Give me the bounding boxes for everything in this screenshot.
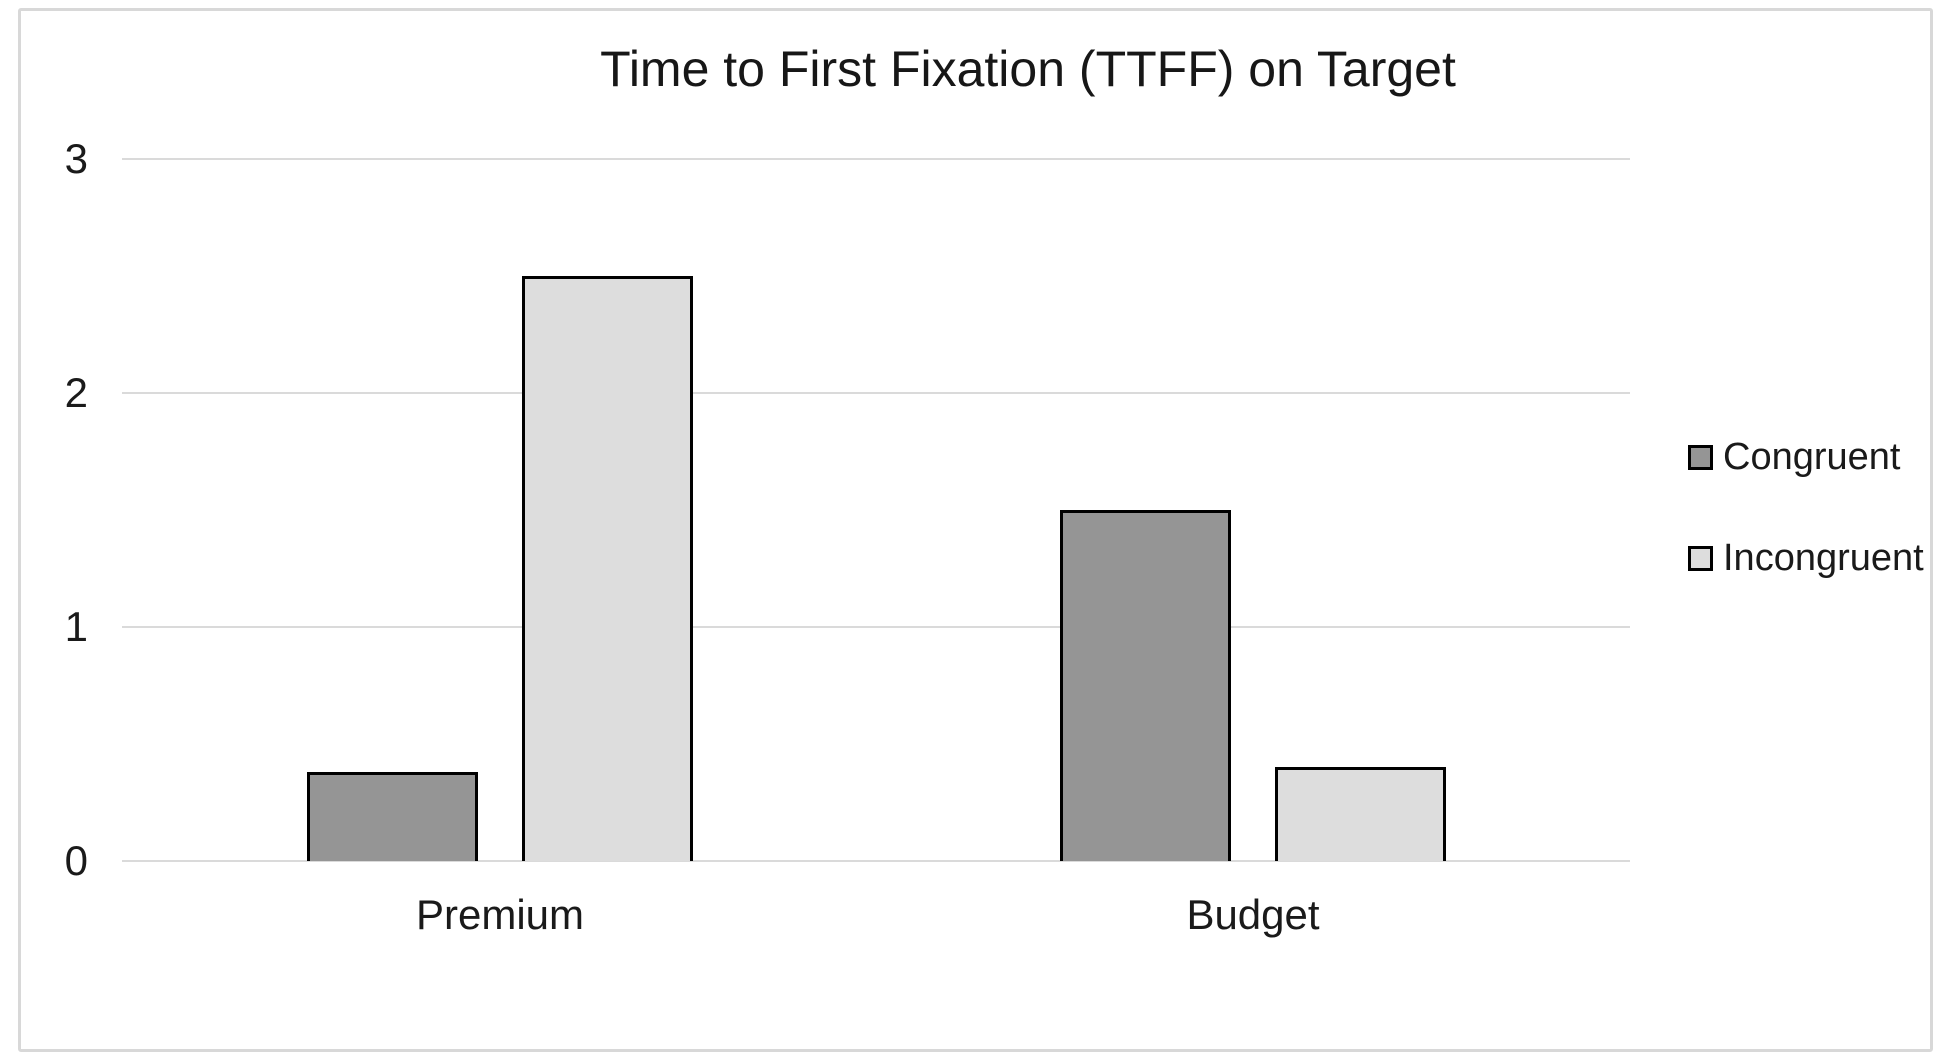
legend-item-incongruent: Incongruent	[1688, 539, 1924, 577]
gridline-3	[122, 158, 1630, 160]
chart-title: Time to First Fixation (TTFF) on Target	[600, 41, 1456, 97]
legend-label-congruent: Congruent	[1723, 436, 1901, 478]
legend-label-incongruent: Incongruent	[1723, 537, 1924, 579]
y-tick-label-1: 1	[64, 603, 88, 650]
legend-swatch-incongruent-icon	[1688, 545, 1713, 571]
x-axis-label-budget: Budget	[1186, 891, 1320, 938]
x-axis-label-premium: Premium	[415, 891, 585, 938]
y-tick-label-0: 0	[64, 837, 88, 884]
bar-budget-incongruent	[1275, 767, 1446, 861]
gridline-0	[122, 860, 1630, 862]
y-tick-label-3: 3	[64, 135, 88, 182]
bar-budget-congruent	[1060, 510, 1231, 861]
legend-swatch-congruent-icon	[1688, 444, 1713, 470]
gridline-1	[122, 626, 1630, 628]
gridline-2	[122, 392, 1630, 394]
bar-premium-congruent	[307, 772, 478, 861]
y-tick-label-2: 2	[64, 369, 88, 416]
legend-item-congruent: Congruent	[1688, 438, 1900, 476]
chart-frame	[18, 8, 1933, 1052]
bar-premium-incongruent	[522, 276, 693, 861]
